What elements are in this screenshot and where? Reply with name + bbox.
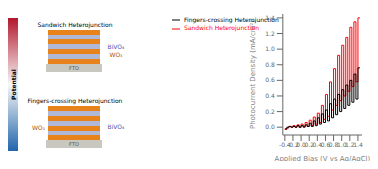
svg-text:Applied Bias (V vs Ag/AgCl): Applied Bias (V vs Ag/AgCl) bbox=[275, 155, 370, 161]
svg-text:1.2: 1.2 bbox=[265, 30, 275, 37]
svg-text:1.0: 1.0 bbox=[265, 45, 275, 52]
svg-text:0.8: 0.8 bbox=[265, 61, 275, 68]
svg-text:Photocurrent Density (mA/cm²): Photocurrent Density (mA/cm²) bbox=[249, 20, 257, 129]
svg-text:0.6: 0.6 bbox=[265, 76, 275, 83]
svg-text:0.0: 0.0 bbox=[265, 123, 275, 130]
svg-text:1.4: 1.4 bbox=[353, 141, 363, 148]
svg-text:0.4: 0.4 bbox=[265, 92, 275, 99]
svg-text:0.2: 0.2 bbox=[265, 108, 275, 115]
svg-text:1.4: 1.4 bbox=[265, 14, 275, 21]
